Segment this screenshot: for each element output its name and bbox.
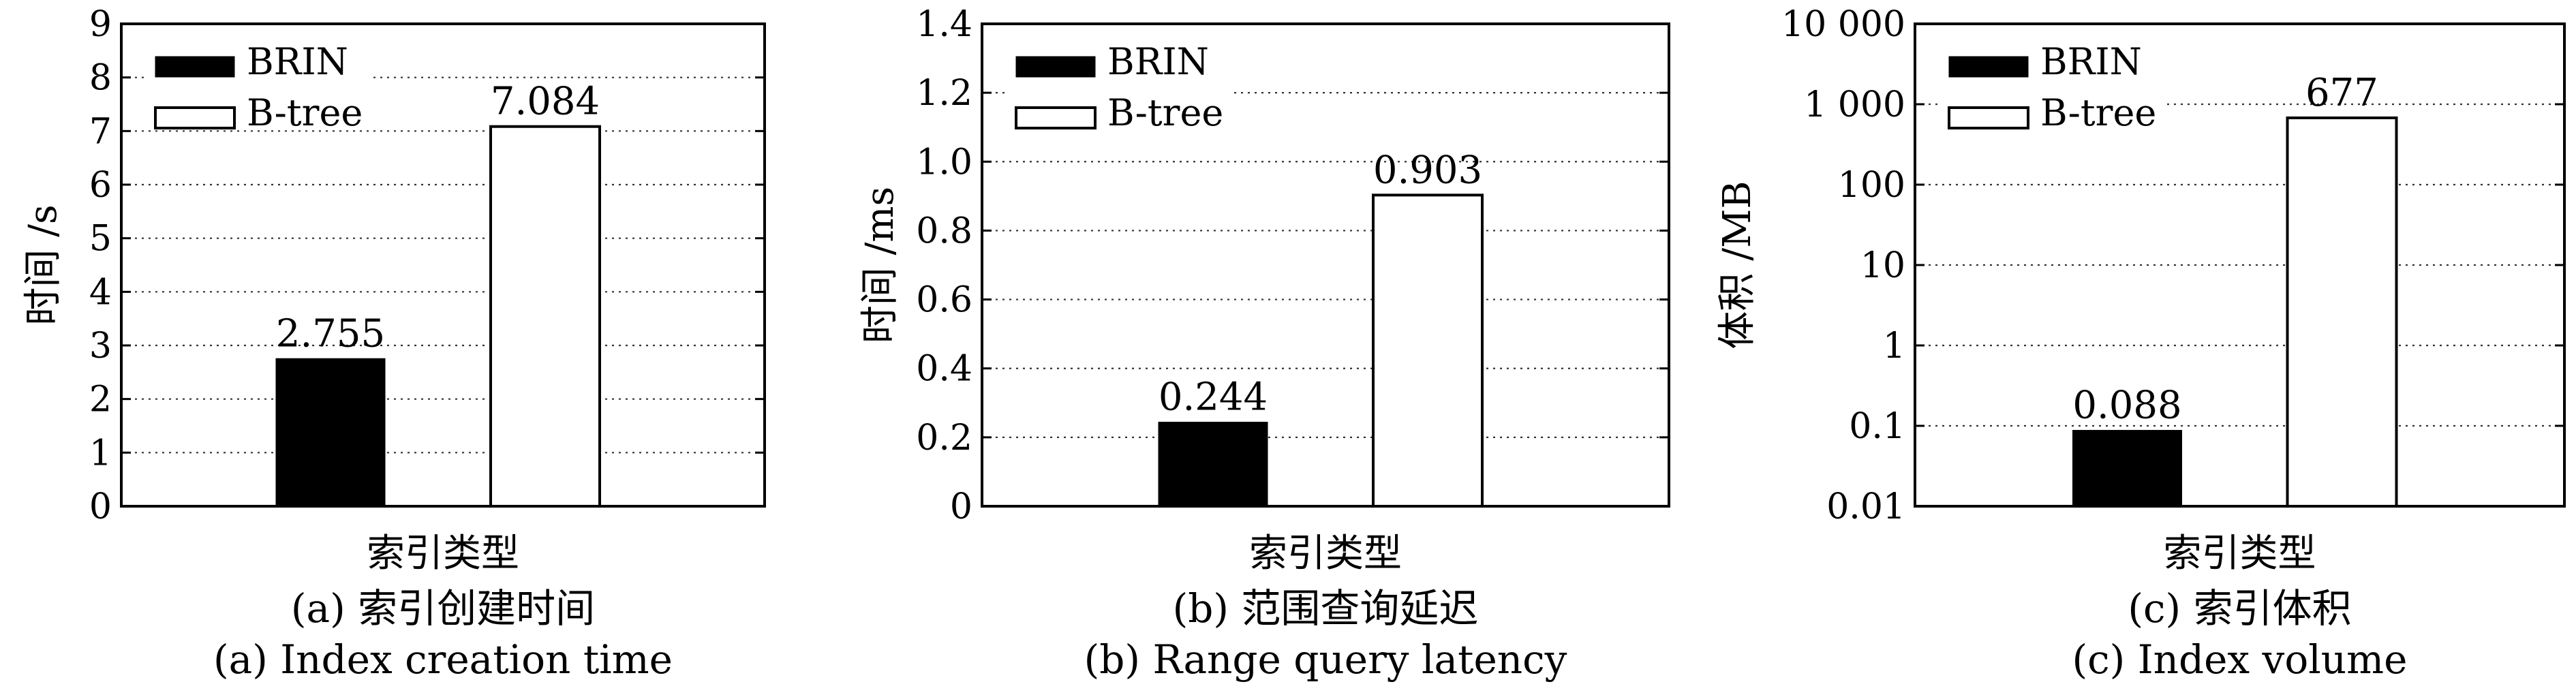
legend-swatch <box>1015 56 1096 78</box>
plot-frame <box>981 22 1670 508</box>
y-tick-label: 1.0 <box>916 142 972 183</box>
chart-panel-1: 0 0.2 0.4 0.6 0.8 1.0 1.2 1.4 0.244 0.903 BRIN B-tr… <box>858 4 1670 683</box>
legend-swatch <box>1948 56 2029 78</box>
y-tick-label: 0.4 <box>916 349 972 390</box>
y-tick-label: 0.01 <box>1826 486 1905 527</box>
caption-en: (c) Index volume <box>2072 636 2408 683</box>
caption-zh: (c) 索引体积 <box>2128 585 2351 632</box>
y-tick-label: 10 <box>1860 245 1905 286</box>
bar-b-tree <box>489 125 601 508</box>
y-tick-label: 1 <box>89 433 112 474</box>
x-axis-label: 索引类型 <box>1249 531 1402 576</box>
bar-value-label: 0.244 <box>1159 375 1268 420</box>
legend-label: BRIN <box>2040 40 2142 83</box>
bar-value-label: 2.755 <box>276 311 385 356</box>
y-tick-label: 0.1 <box>1849 406 1905 447</box>
y-tick-label: 0.8 <box>916 211 972 251</box>
bar-brin <box>2072 430 2182 507</box>
x-axis-label: 索引类型 <box>367 531 519 576</box>
legend-label: B-tree <box>1107 91 1223 134</box>
legend-label: BRIN <box>247 40 348 83</box>
y-tick-label: 10 000 <box>1781 4 1905 45</box>
y-tick-label: 9 <box>89 4 112 45</box>
y-tick-label: 0.6 <box>916 280 972 321</box>
y-tick-label: 1.4 <box>916 4 972 45</box>
legend-swatch <box>155 56 235 78</box>
y-axis-label: 时间 /s <box>21 204 65 325</box>
legend-label: B-tree <box>2040 91 2156 134</box>
y-tick-label: 1 000 <box>1804 84 1905 125</box>
y-tick-label: 100 <box>1838 165 1905 206</box>
caption-en: (b) Range query latency <box>1084 636 1567 683</box>
legend-swatch <box>1015 106 1097 129</box>
caption-zh: (a) 索引创建时间 <box>291 585 595 632</box>
plot-frame <box>1914 22 2566 508</box>
bar-value-label: 7.084 <box>491 80 600 124</box>
legend-swatch <box>1948 106 2029 129</box>
x-axis-label: 索引类型 <box>2164 531 2316 576</box>
chart-panel-0: 0 1 2 3 4 5 6 7 8 9 2.755 7.084 BRIN B-tree 索引类型 时间 /s (… <box>21 4 766 683</box>
bar-b-tree <box>2286 116 2398 508</box>
bar-b-tree <box>1372 193 1484 508</box>
y-tick-label: 3 <box>89 326 112 367</box>
y-tick-label: 6 <box>89 165 112 206</box>
y-tick-label: 0 <box>950 486 972 527</box>
y-tick-label: 8 <box>89 58 112 99</box>
legend-label: B-tree <box>247 91 363 134</box>
caption-en: (a) Index creation time <box>213 636 673 683</box>
y-tick-label: 2 <box>89 380 112 420</box>
bar-value-label: 677 <box>2305 71 2378 115</box>
legend-label: BRIN <box>1107 40 1209 83</box>
y-tick-label: 5 <box>89 219 112 260</box>
y-tick-label: 4 <box>89 272 112 313</box>
chart-panel-2: 0.01 0.1 1 10 100 1 000 10 000 0.088 677 BRIN B-tr… <box>1715 4 2566 683</box>
legend-swatch <box>154 106 236 129</box>
y-tick-label: 0 <box>89 486 112 527</box>
plot-frame <box>120 22 766 508</box>
bar-brin <box>275 358 386 507</box>
bar-value-label: 0.903 <box>1373 148 1482 192</box>
y-tick-label: 0.2 <box>916 418 972 459</box>
bar-value-label: 0.088 <box>2072 384 2181 428</box>
y-tick-label: 1 <box>1883 326 1905 367</box>
y-axis-label: 时间 /ms <box>858 187 902 344</box>
y-tick-label: 7 <box>89 111 112 152</box>
y-axis-label: 体积 /MB <box>1715 181 1760 349</box>
bar-brin <box>1158 422 1268 507</box>
caption-zh: (b) 范围查询延迟 <box>1173 585 1479 632</box>
y-tick-label: 1.2 <box>916 73 972 114</box>
